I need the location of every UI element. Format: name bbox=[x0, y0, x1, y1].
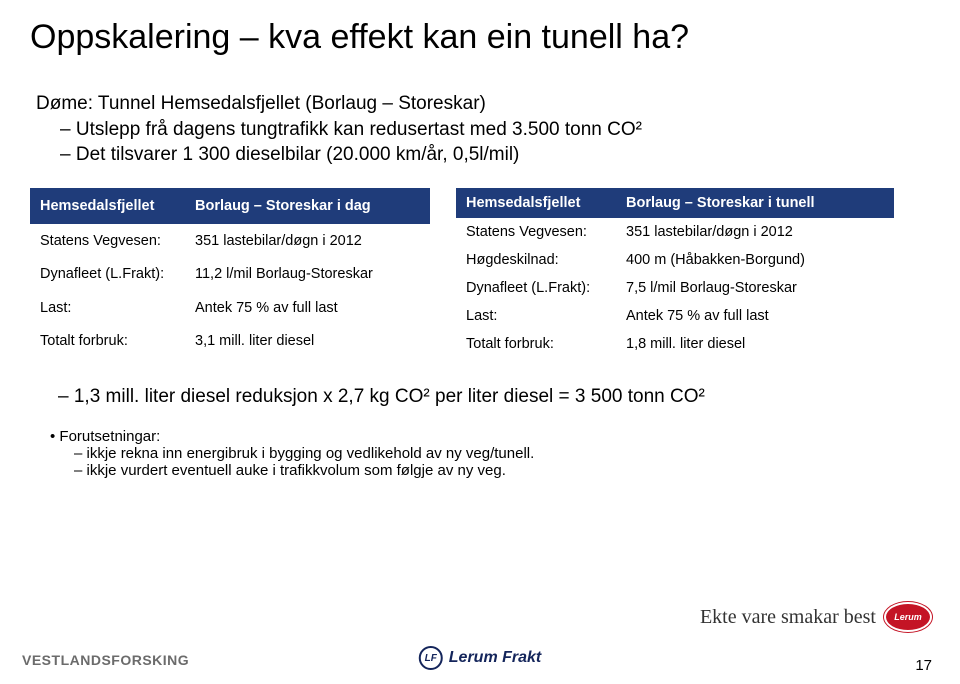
logo-text: VESTLANDSFORSKING bbox=[22, 652, 189, 668]
reduction-note: 1,3 mill. liter diesel reduksjon x 2,7 k… bbox=[58, 386, 930, 408]
tagline-text: Ekte vare smakar best bbox=[700, 606, 876, 629]
table-row: Høgdeskilnad:400 m (Håbakken-Borgund) bbox=[456, 246, 894, 274]
table-left: Hemsedalsfjellet Borlaug – Storeskar i d… bbox=[30, 188, 430, 358]
cell: Totalt forbruk: bbox=[30, 324, 185, 358]
assumption-item: ikkje rekna inn energibruk i bygging og … bbox=[50, 445, 930, 462]
cell: 400 m (Håbakken-Borgund) bbox=[616, 246, 894, 274]
intro-block: Døme: Tunnel Hemsedalsfjellet (Borlaug –… bbox=[36, 91, 930, 168]
lf-text: Lerum Frakt bbox=[449, 649, 541, 667]
intro-line-1: Døme: Tunnel Hemsedalsfjellet (Borlaug –… bbox=[36, 91, 930, 117]
table-left-header: Hemsedalsfjellet Borlaug – Storeskar i d… bbox=[30, 188, 430, 224]
table-row: Last:Antek 75 % av full last bbox=[30, 291, 430, 325]
reduction-note-text: 1,3 mill. liter diesel reduksjon x 2,7 k… bbox=[58, 386, 705, 407]
cell: Last: bbox=[456, 302, 616, 330]
cell: 351 lastebilar/døgn i 2012 bbox=[616, 218, 894, 246]
table-left-h2: Borlaug – Storeskar i dag bbox=[185, 188, 430, 224]
cell: 1,8 mill. liter diesel bbox=[616, 330, 894, 358]
cell: Dynafleet (L.Frakt): bbox=[30, 257, 185, 291]
table-row: Statens Vegvesen:351 lastebilar/døgn i 2… bbox=[456, 218, 894, 246]
table-row: Dynafleet (L.Frakt):7,5 l/mil Borlaug-St… bbox=[456, 274, 894, 302]
cell: 7,5 l/mil Borlaug-Storeskar bbox=[616, 274, 894, 302]
lerum-logo-icon: Lerum bbox=[884, 602, 932, 632]
tables-row: Hemsedalsfjellet Borlaug – Storeskar i d… bbox=[30, 188, 930, 358]
table-row: Statens Vegvesen:351 lastebilar/døgn i 2… bbox=[30, 224, 430, 258]
table-right-h2: Borlaug – Storeskar i tunell bbox=[616, 188, 894, 218]
assumptions-heading: Forutsetningar: bbox=[50, 428, 930, 445]
lf-badge-icon: LF bbox=[419, 646, 443, 670]
footer-logos: VESTLANDSFORSKING LF Lerum Frakt bbox=[0, 634, 960, 672]
page-number: 17 bbox=[915, 657, 932, 674]
slide: Oppskalering – kva effekt kan ein tunell… bbox=[0, 0, 960, 684]
assumption-item: ikkje vurdert eventuell auke i trafikkvo… bbox=[50, 462, 930, 479]
cell: Statens Vegvesen: bbox=[456, 218, 616, 246]
tagline-wrap: Ekte vare smakar best Lerum bbox=[700, 602, 932, 632]
intro-line-3: Det tilsvarer 1 300 dieselbilar (20.000 … bbox=[36, 142, 930, 168]
cell: Last: bbox=[30, 291, 185, 325]
table-row: Dynafleet (L.Frakt):11,2 l/mil Borlaug-S… bbox=[30, 257, 430, 291]
table-right: Hemsedalsfjellet Borlaug – Storeskar i t… bbox=[456, 188, 894, 358]
table-row: Last:Antek 75 % av full last bbox=[456, 302, 894, 330]
table-right-header: Hemsedalsfjellet Borlaug – Storeskar i t… bbox=[456, 188, 894, 218]
slide-title: Oppskalering – kva effekt kan ein tunell… bbox=[30, 18, 930, 57]
lerum-frakt-logo: LF Lerum Frakt bbox=[419, 646, 541, 670]
cell: 351 lastebilar/døgn i 2012 bbox=[185, 224, 430, 258]
table-row: Totalt forbruk:3,1 mill. liter diesel bbox=[30, 324, 430, 358]
table-row: Totalt forbruk:1,8 mill. liter diesel bbox=[456, 330, 894, 358]
table-right-h1: Hemsedalsfjellet bbox=[456, 188, 616, 218]
intro-line-2: Utslepp frå dagens tungtrafikk kan redus… bbox=[36, 117, 930, 143]
cell: 3,1 mill. liter diesel bbox=[185, 324, 430, 358]
cell: 11,2 l/mil Borlaug-Storeskar bbox=[185, 257, 430, 291]
vestlandsforsking-logo: VESTLANDSFORSKING bbox=[22, 652, 189, 668]
cell: Antek 75 % av full last bbox=[616, 302, 894, 330]
table-left-h1: Hemsedalsfjellet bbox=[30, 188, 185, 224]
cell: Høgdeskilnad: bbox=[456, 246, 616, 274]
cell: Dynafleet (L.Frakt): bbox=[456, 274, 616, 302]
cell: Antek 75 % av full last bbox=[185, 291, 430, 325]
assumptions-block: Forutsetningar: ikkje rekna inn energibr… bbox=[50, 428, 930, 479]
cell: Totalt forbruk: bbox=[456, 330, 616, 358]
cell: Statens Vegvesen: bbox=[30, 224, 185, 258]
